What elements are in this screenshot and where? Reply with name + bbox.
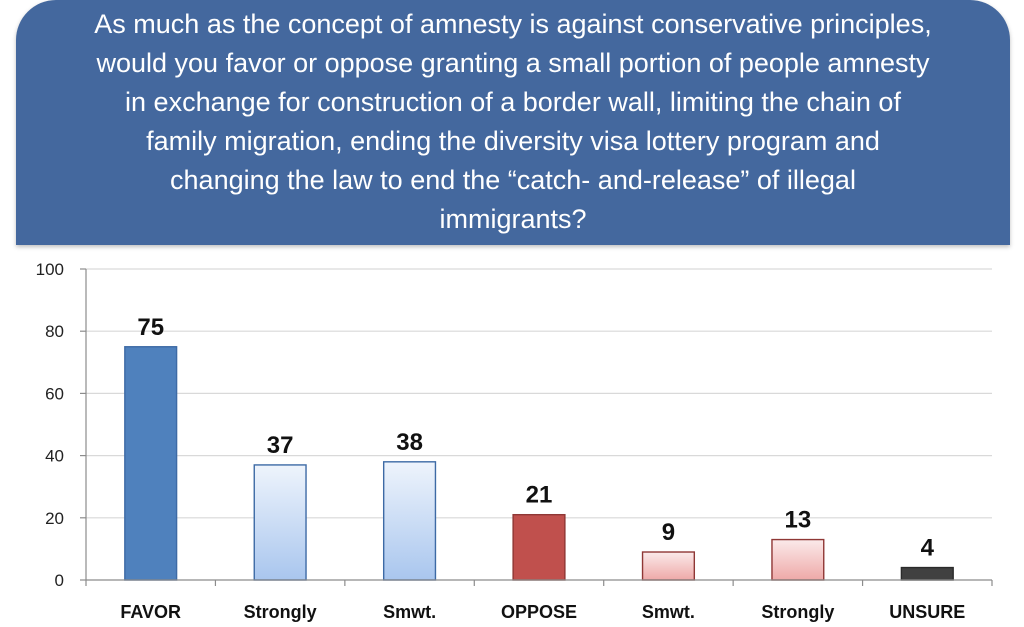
bar-6	[771, 538, 825, 581]
x-category-label: Smwt.	[642, 602, 695, 622]
chart-title: As much as the concept of amnesty is aga…	[94, 8, 932, 234]
bar-5	[641, 551, 696, 581]
y-tick-label: 60	[45, 384, 64, 403]
x-category-label: FAVOR	[120, 602, 181, 622]
data-label: 38	[396, 429, 423, 456]
x-category-label: OPPOSE	[501, 602, 577, 622]
bar-3	[382, 461, 437, 581]
x-category-label: Smwt.	[383, 602, 436, 622]
y-tick-label: 0	[55, 571, 64, 590]
x-category-label: Strongly	[761, 602, 834, 622]
bar-chart: 0 20 40 60 80 100 75 FAVOR 37 Strongly 38 Smwt. 21 OP…	[36, 260, 993, 622]
y-tick-label: 20	[45, 509, 64, 528]
chart-title-banner: As much as the concept of amnesty is aga…	[16, 0, 1010, 245]
y-tick-label: 100	[36, 260, 64, 279]
bar-2	[253, 464, 307, 581]
x-category-label: UNSURE	[889, 602, 965, 622]
data-label: 9	[662, 519, 675, 546]
bar-7	[900, 566, 954, 581]
y-tick-label: 80	[45, 322, 64, 341]
data-label: 21	[526, 482, 553, 509]
data-label: 37	[267, 432, 294, 459]
bar-4	[512, 513, 566, 581]
y-tick-label: 40	[45, 447, 64, 466]
bar-1	[124, 346, 178, 581]
data-label: 75	[137, 314, 164, 341]
data-label: 4	[921, 535, 935, 562]
data-label: 13	[785, 507, 812, 534]
x-category-label: Strongly	[244, 602, 317, 622]
